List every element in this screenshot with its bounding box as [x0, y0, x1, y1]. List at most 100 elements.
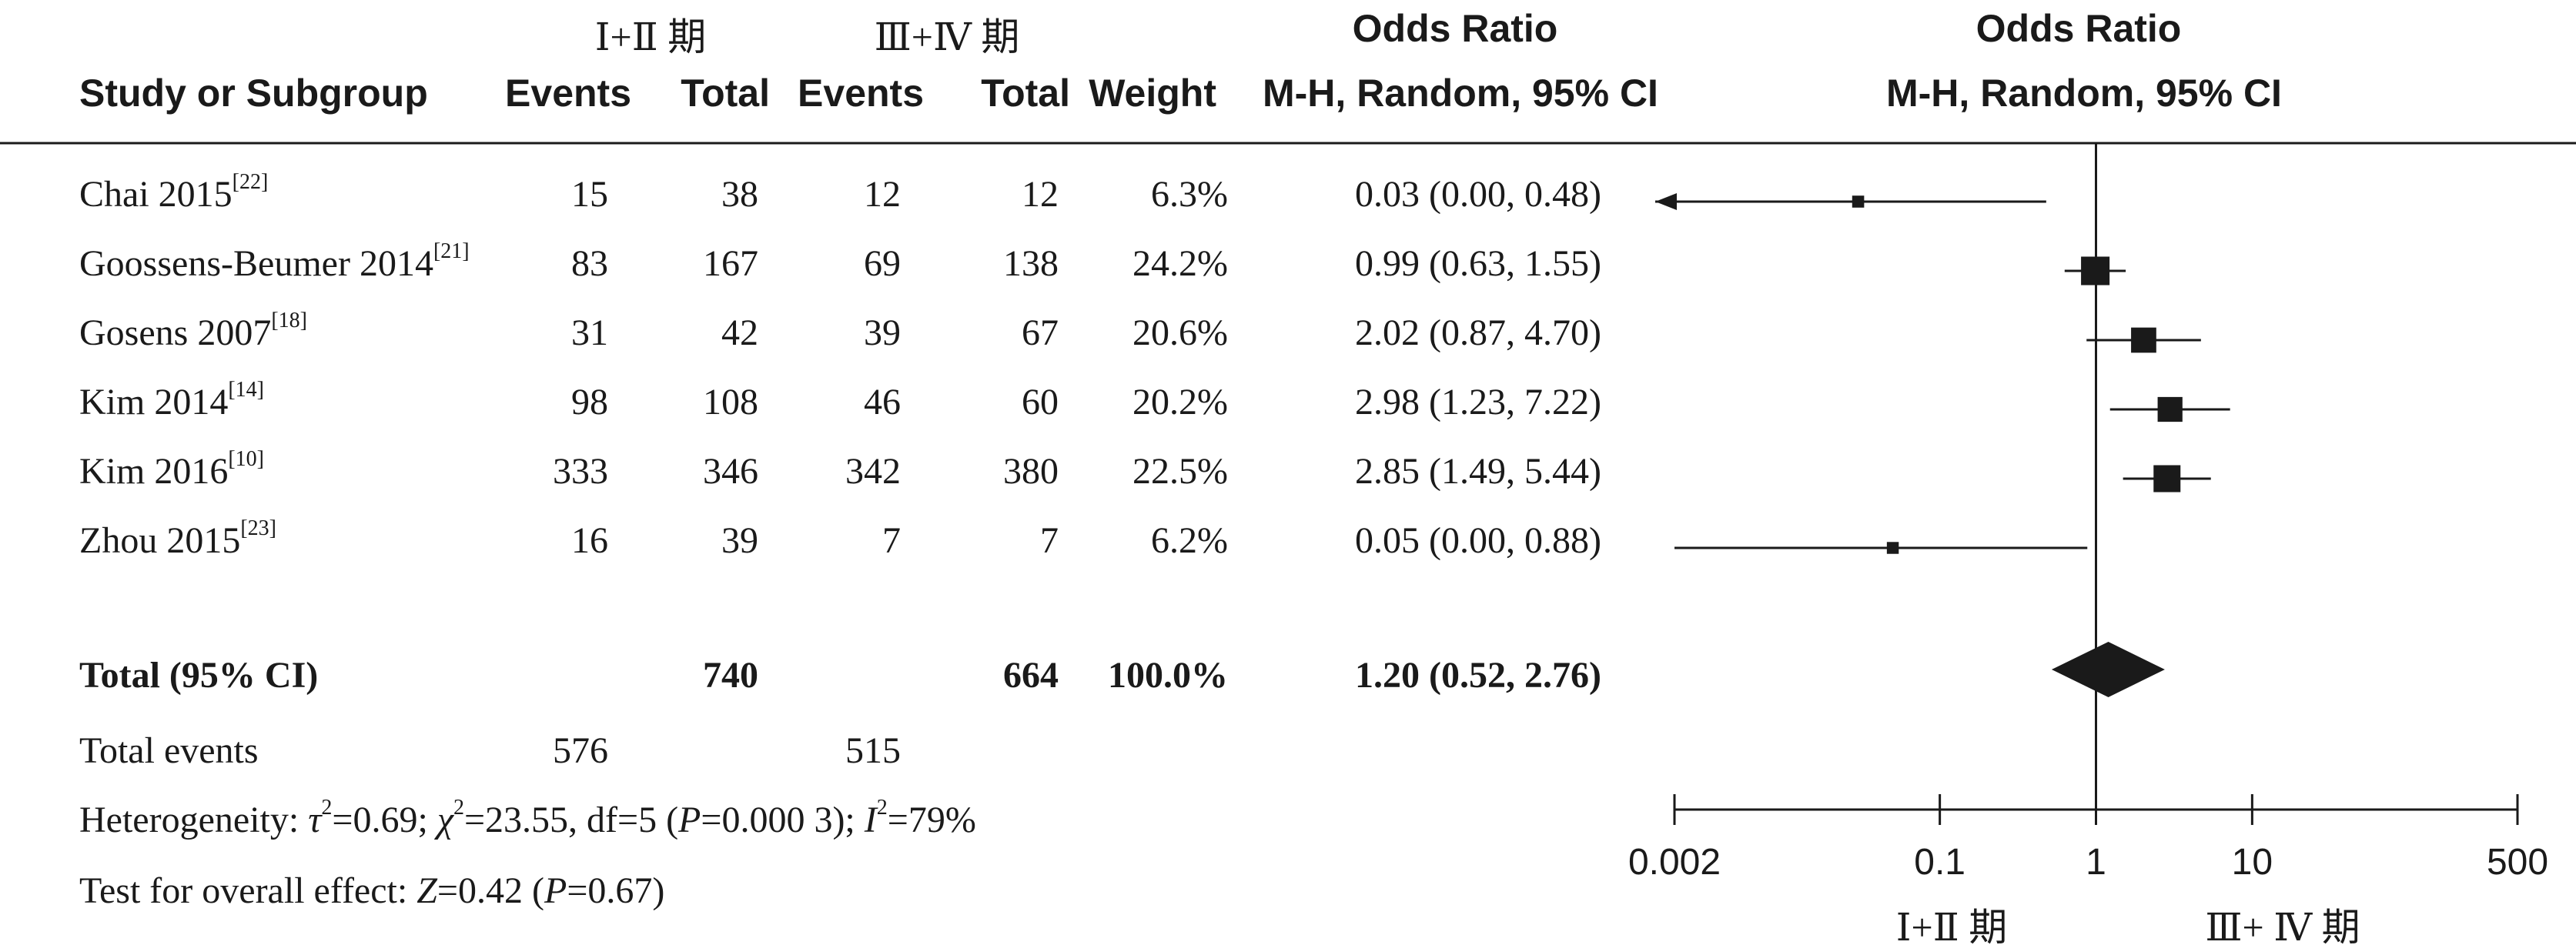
row-total1: 39 [721, 520, 758, 561]
row-or-ci: 2.98 (1.23, 7.22) [1355, 382, 1601, 422]
chi-symbol: χ [437, 800, 453, 840]
heterogeneity-text: Heterogeneity: τ2=0.69; χ2=23.55, df=5 (… [79, 796, 976, 841]
study-reference: [18] [271, 309, 307, 332]
row-or-ci: 0.99 (0.63, 1.55) [1355, 243, 1601, 284]
row-or-ci: 2.85 (1.49, 5.44) [1355, 451, 1601, 492]
row-total2: 60 [1022, 382, 1059, 422]
or-method-header: M-H, Random, 95% CI [1263, 72, 1658, 115]
row-or-ci: 2.02 (0.87, 4.70) [1355, 312, 1601, 353]
row-weight: 22.5% [1132, 451, 1228, 492]
total-events1: 576 [553, 730, 608, 771]
or-column-title: Odds Ratio [1352, 7, 1558, 50]
row-total2: 380 [1003, 451, 1059, 492]
chi-square: 2 [453, 796, 464, 820]
plot-method-header: M-H, Random, 95% CI [1886, 72, 2282, 115]
ci-arrow-left [1655, 193, 1677, 210]
total-total2: 664 [1003, 655, 1059, 696]
het-p-symbol: P [678, 800, 701, 840]
row-events2: 39 [864, 312, 901, 353]
study-column-header: Study or Subgroup [79, 72, 428, 115]
row-total2: 138 [1003, 243, 1059, 284]
het-prefix: Heterogeneity: [79, 800, 309, 840]
x-tick-label: 0.002 [1628, 842, 1721, 883]
row-events2: 12 [864, 174, 901, 215]
study-label: Kim 2014 [79, 382, 229, 422]
row-total1: 108 [703, 382, 758, 422]
chi-value: =23.55, df=5 ( [463, 800, 679, 840]
weight-header: Weight [1089, 72, 1216, 115]
row-total1: 167 [703, 243, 758, 284]
total-events2: 515 [845, 730, 901, 771]
summary-diamond [2051, 642, 2165, 697]
tau-square: 2 [321, 796, 333, 820]
total-total1: 740 [703, 655, 758, 696]
row-events1: 16 [571, 520, 608, 561]
study-marker [2153, 465, 2181, 493]
study-marker [2081, 256, 2110, 286]
row-study-name: Zhou 2015[23] [79, 516, 276, 562]
i-square: 2 [876, 796, 888, 820]
study-marker [1886, 542, 1899, 554]
row-total1: 38 [721, 174, 758, 215]
row-study-name: Kim 2016[10] [79, 447, 264, 493]
row-weight: 6.3% [1151, 174, 1228, 215]
study-marker [1852, 195, 1865, 208]
plot-title: Odds Ratio [1975, 7, 2182, 50]
study-label: Chai 2015 [79, 174, 233, 215]
row-study-name: Chai 2015[22] [79, 170, 269, 215]
overall-prefix: Test for overall effect: [79, 870, 417, 911]
x-tick-label: 1 [2086, 842, 2106, 883]
het-p-value: =0.000 3); [701, 800, 865, 840]
total2-header: Total [981, 72, 1070, 115]
study-label: Goossens-Beumer 2014 [79, 243, 433, 284]
row-total2: 67 [1022, 312, 1059, 353]
x-tick-label: 0.1 [1914, 842, 1965, 883]
study-reference: [14] [228, 378, 264, 402]
row-events2: 46 [864, 382, 901, 422]
row-events2: 342 [845, 451, 901, 492]
z-symbol: Z [417, 870, 437, 911]
i-symbol: I [864, 800, 877, 840]
row-weight: 6.2% [1151, 520, 1228, 561]
total1-header: Total [681, 72, 770, 115]
events1-header: Events [505, 72, 631, 115]
row-total1: 42 [721, 312, 758, 353]
total-or: 1.20 (0.52, 2.76) [1355, 655, 1601, 696]
group1-header: Ⅰ+Ⅱ 期 [594, 15, 707, 58]
study-marker [2131, 327, 2156, 353]
study-marker [2157, 396, 2183, 422]
row-study-name: Goossens-Beumer 2014[21] [79, 239, 470, 285]
row-events2: 69 [864, 243, 901, 284]
row-weight: 20.6% [1132, 312, 1228, 353]
row-events2: 7 [882, 520, 901, 561]
study-label: Zhou 2015 [79, 520, 241, 561]
x-tick-label: 10 [2232, 842, 2273, 883]
study-label: Gosens 2007 [79, 312, 272, 353]
row-weight: 20.2% [1132, 382, 1228, 422]
events2-header: Events [798, 72, 924, 115]
study-reference: [22] [232, 170, 269, 194]
total-label: Total (95% CI) [79, 655, 319, 696]
row-total1: 346 [703, 451, 758, 492]
overall-effect-text: Test for overall effect: Z=0.42 (P=0.67) [79, 870, 664, 912]
study-reference: [23] [240, 516, 276, 540]
i-value: =79% [887, 800, 976, 840]
total-events-label: Total events [79, 730, 259, 771]
row-total2: 7 [1040, 520, 1059, 561]
z-value: =0.42 ( [437, 870, 544, 911]
tau-value: =0.69; [332, 800, 437, 840]
favours-left-label: Ⅰ+Ⅱ 期 [1896, 906, 2007, 945]
row-or-ci: 0.03 (0.00, 0.48) [1355, 174, 1601, 215]
row-or-ci: 0.05 (0.00, 0.88) [1355, 520, 1601, 561]
favours-right-label: Ⅲ+ Ⅳ 期 [2205, 906, 2360, 945]
x-tick-label: 500 [2487, 842, 2548, 883]
study-reference: [10] [228, 447, 264, 471]
overall-p-value: =0.67) [567, 870, 665, 911]
row-total2: 12 [1022, 174, 1059, 215]
row-events1: 83 [571, 243, 608, 284]
group2-header: Ⅲ+Ⅳ 期 [874, 15, 1020, 58]
tau-symbol: τ [308, 800, 322, 840]
row-events1: 15 [571, 174, 608, 215]
